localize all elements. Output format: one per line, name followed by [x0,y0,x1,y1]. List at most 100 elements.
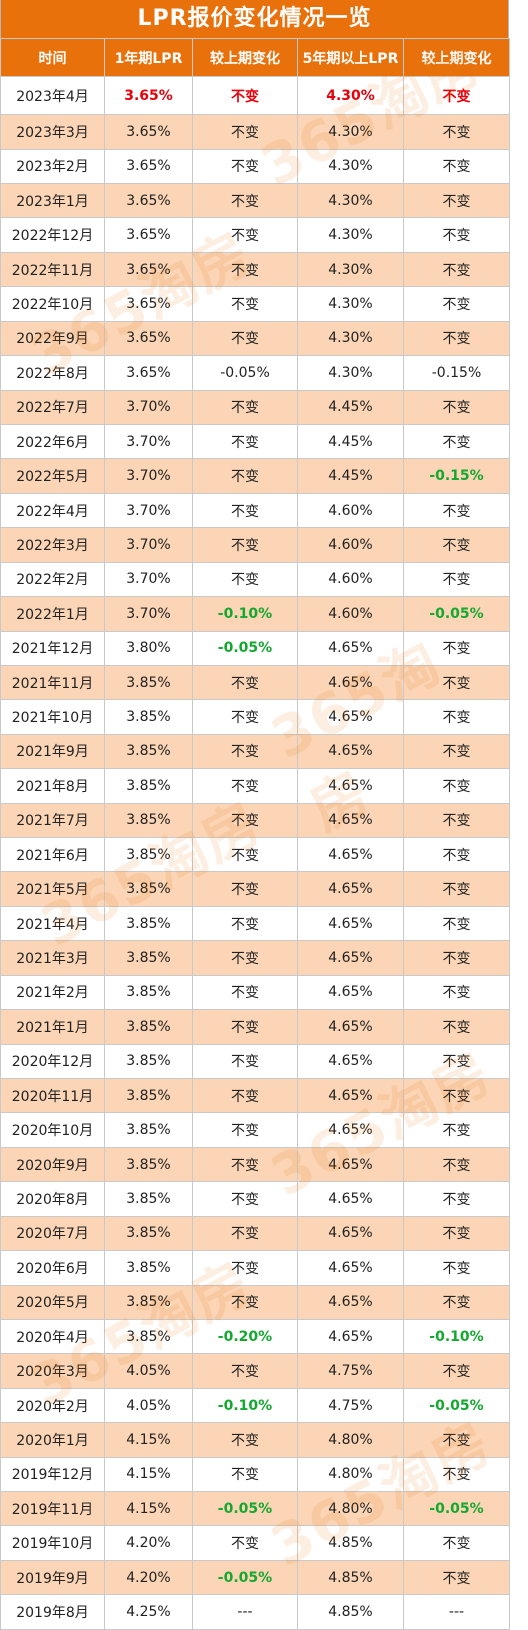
cell-time: 2022年9月 [0,320,105,357]
cell-lpr1y: 3.65% [104,217,193,253]
cell-lpr5y: 4.65% [297,871,404,907]
cell-lpr5y: 4.65% [297,1112,404,1148]
cell-time: 2021年9月 [0,733,105,770]
cell-lpr5y: 4.30% [297,286,404,322]
cell-change-5y: 不变 [403,492,510,529]
cell-change-5y: 不变 [403,1422,510,1458]
cell-lpr5y: 4.45% [297,423,404,460]
cell-change-1y: 不变 [192,1043,298,1080]
table-row: 2020年10月 3.85% 不变 4.65% 不变 [0,1112,510,1148]
cell-change-1y: 不变 [192,183,298,219]
cell-change-1y: 不变 [192,871,298,907]
cell-change-5y: 不变 [403,664,510,701]
cell-change-1y: 不变 [192,148,298,185]
cell-change-5y: 不变 [403,1250,510,1286]
cell-time: 2022年3月 [0,527,105,563]
cell-change-5y: 不变 [403,1353,510,1389]
cell-lpr1y: 3.70% [104,561,193,598]
cell-time: 2021年5月 [0,871,105,907]
cell-time: 2020年1月 [0,1422,105,1458]
table-row: 2022年1月 3.70% -0.10% 4.60% -0.05% [0,596,510,632]
cell-lpr5y: 4.65% [297,699,404,735]
cell-lpr1y: 3.85% [104,1043,193,1080]
cell-lpr5y: 4.65% [297,733,404,770]
cell-lpr1y: 3.65% [104,75,193,116]
table-row: 2020年8月 3.85% 不变 4.65% 不变 [0,1181,510,1217]
cell-lpr1y: 3.70% [104,423,193,460]
cell-lpr1y: 3.85% [104,1318,193,1355]
cell-lpr5y: 4.60% [297,596,404,632]
table-row: 2023年1月 3.65% 不变 4.30% 不变 [0,183,510,219]
table-row: 2020年1月 4.15% 不变 4.80% 不变 [0,1422,510,1458]
cell-lpr5y: 4.30% [297,320,404,357]
table-row: 2021年6月 3.85% 不变 4.65% 不变 [0,837,510,873]
cell-change-5y: 不变 [403,320,510,357]
cell-change-1y: 不变 [192,664,298,701]
cell-lpr5y: 4.30% [297,251,404,288]
cell-lpr1y: 3.85% [104,905,193,942]
cell-time: 2021年3月 [0,940,105,976]
cell-change-5y: 不变 [403,114,510,150]
cell-time: 2019年8月 [0,1594,105,1630]
cell-lpr1y: 3.65% [104,320,193,357]
cell-change-1y: 不变 [192,492,298,529]
col-header-lpr1y: 1年期LPR [104,38,193,77]
cell-time: 2022年1月 [0,596,105,632]
cell-change-5y: 不变 [403,905,510,942]
lpr-table-card: LPR报价变化情况一览 时间 1年期LPR 较上期变化 5年期以上LPR 较上期… [0,0,510,1630]
cell-change-1y: --- [192,1594,298,1630]
cell-change-1y: 不变 [192,1181,298,1217]
cell-change-5y: -0.05% [403,1491,510,1527]
cell-time: 2019年11月 [0,1491,105,1527]
cell-time: 2020年3月 [0,1353,105,1389]
cell-time: 2020年8月 [0,1181,105,1217]
cell-change-1y: 不变 [192,217,298,253]
cell-time: 2021年8月 [0,768,105,804]
cell-change-5y: 不变 [403,251,510,288]
cell-lpr5y: 4.65% [297,974,404,1011]
cell-time: 2019年12月 [0,1456,105,1493]
cell-lpr1y: 3.85% [104,1009,193,1045]
cell-time: 2022年10月 [0,286,105,322]
cell-lpr1y: 4.15% [104,1491,193,1527]
cell-change-5y: --- [403,1594,510,1630]
cell-lpr1y: 3.85% [104,1146,193,1183]
table-row: 2021年10月 3.85% 不变 4.65% 不变 [0,699,510,735]
table-row: 2019年8月 4.25% --- 4.85% --- [0,1594,510,1630]
cell-lpr5y: 4.65% [297,1250,404,1286]
cell-change-1y: 不变 [192,802,298,839]
cell-change-1y: 不变 [192,733,298,770]
table-row: 2022年2月 3.70% 不变 4.60% 不变 [0,561,510,598]
cell-lpr5y: 4.65% [297,664,404,701]
table-row: 2019年11月 4.15% -0.05% 4.80% -0.05% [0,1491,510,1527]
lpr-table: 时间 1年期LPR 较上期变化 5年期以上LPR 较上期变化 2023年4月 3.… [0,38,510,1630]
table-row: 2022年3月 3.70% 不变 4.60% 不变 [0,527,510,563]
cell-time: 2022年7月 [0,389,105,425]
cell-lpr5y: 4.45% [297,389,404,425]
cell-change-5y: 不变 [403,768,510,804]
table-row: 2020年6月 3.85% 不变 4.65% 不变 [0,1250,510,1286]
cell-change-5y: 不变 [403,1559,510,1596]
cell-change-1y: 不变 [192,1456,298,1493]
cell-time: 2021年11月 [0,664,105,701]
table-row: 2019年9月 4.20% -0.05% 4.85% 不变 [0,1559,510,1596]
cell-change-1y: -0.20% [192,1318,298,1355]
cell-time: 2021年6月 [0,837,105,873]
cell-change-1y: 不变 [192,1146,298,1183]
cell-time: 2022年12月 [0,217,105,253]
cell-change-5y: 不变 [403,1456,510,1493]
cell-time: 2020年5月 [0,1284,105,1320]
cell-lpr5y: 4.65% [297,1043,404,1080]
cell-change-1y: 不变 [192,699,298,735]
cell-change-1y: 不变 [192,458,298,494]
cell-lpr5y: 4.65% [297,1284,404,1320]
cell-change-1y: -0.10% [192,1387,298,1424]
cell-lpr1y: 3.85% [104,1077,193,1114]
cell-lpr1y: 3.65% [104,114,193,150]
table-row: 2021年3月 3.85% 不变 4.65% 不变 [0,940,510,976]
cell-change-5y: 不变 [403,1146,510,1183]
cell-time: 2023年1月 [0,183,105,219]
cell-lpr5y: 4.85% [297,1594,404,1630]
cell-change-1y: -0.05% [192,1559,298,1596]
cell-change-5y: 不变 [403,527,510,563]
